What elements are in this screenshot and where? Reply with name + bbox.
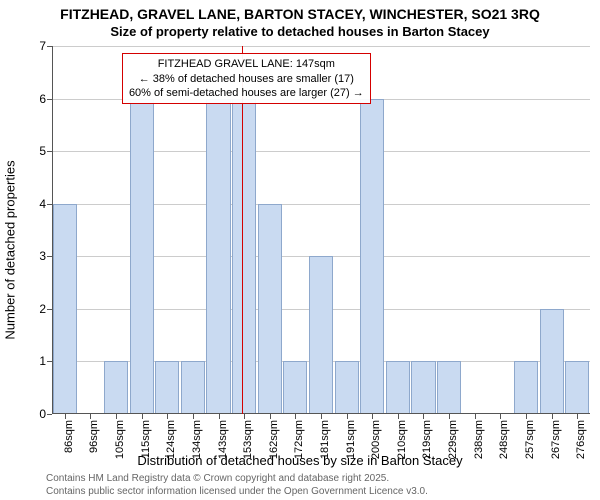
annotation-line: ← 38% of detached houses are smaller (17… [129, 72, 364, 86]
bar [514, 361, 538, 414]
y-axis [52, 46, 53, 414]
bar [386, 361, 410, 414]
ytick-label: 0 [39, 407, 46, 421]
xtick-mark [65, 414, 66, 419]
bar [565, 361, 589, 414]
xtick-mark [347, 414, 348, 419]
ytick-label: 5 [39, 144, 46, 158]
xtick-mark [295, 414, 296, 419]
xtick-mark [526, 414, 527, 419]
bar [53, 204, 77, 414]
bar [258, 204, 282, 414]
bar [155, 361, 179, 414]
xtick-mark [449, 414, 450, 419]
chart-title-line1: FITZHEAD, GRAVEL LANE, BARTON STACEY, WI… [0, 6, 600, 22]
annotation-line: 60% of semi-detached houses are larger (… [129, 86, 364, 100]
ytick-label: 1 [39, 354, 46, 368]
ytick-label: 3 [39, 249, 46, 263]
xtick-mark [552, 414, 553, 419]
xtick-mark [372, 414, 373, 419]
xtick-mark [167, 414, 168, 419]
xtick-mark [90, 414, 91, 419]
plot-area: 0123456786sqm96sqm105sqm115sqm124sqm134s… [52, 46, 590, 414]
xtick-label: 96sqm [88, 420, 100, 453]
bar [104, 361, 128, 414]
xtick-label: 86sqm [63, 420, 75, 453]
xtick-mark [244, 414, 245, 419]
ytick-mark [47, 414, 52, 415]
footnote-line1: Contains HM Land Registry data © Crown c… [46, 473, 389, 484]
gridline [52, 46, 590, 47]
x-axis [52, 413, 590, 414]
bar [335, 361, 359, 414]
annotation-line: FITZHEAD GRAVEL LANE: 147sqm [129, 57, 364, 71]
bar [540, 309, 564, 414]
bar [206, 99, 230, 414]
bar [283, 361, 307, 414]
annotation-box: FITZHEAD GRAVEL LANE: 147sqm← 38% of det… [122, 53, 371, 104]
ytick-label: 2 [39, 302, 46, 316]
xtick-mark [193, 414, 194, 419]
xtick-mark [219, 414, 220, 419]
xtick-mark [321, 414, 322, 419]
xtick-mark [398, 414, 399, 419]
ytick-label: 4 [39, 197, 46, 211]
bar [181, 361, 205, 414]
xtick-mark [500, 414, 501, 419]
xtick-mark [475, 414, 476, 419]
ytick-label: 6 [39, 92, 46, 106]
bar [309, 256, 333, 414]
ytick-label: 7 [39, 39, 46, 53]
bar [360, 99, 384, 414]
chart-title-line2: Size of property relative to detached ho… [0, 24, 600, 39]
footnote-line2: Contains public sector information licen… [46, 486, 428, 497]
bar [437, 361, 461, 414]
y-axis-label: Number of detached properties [3, 160, 18, 339]
xtick-mark [270, 414, 271, 419]
x-axis-label: Distribution of detached houses by size … [0, 453, 600, 468]
bar [411, 361, 435, 414]
xtick-mark [577, 414, 578, 419]
bar [130, 99, 154, 414]
xtick-mark [116, 414, 117, 419]
bar [232, 99, 256, 414]
xtick-mark [142, 414, 143, 419]
xtick-mark [423, 414, 424, 419]
footnote: Contains HM Land Registry data © Crown c… [46, 473, 428, 498]
